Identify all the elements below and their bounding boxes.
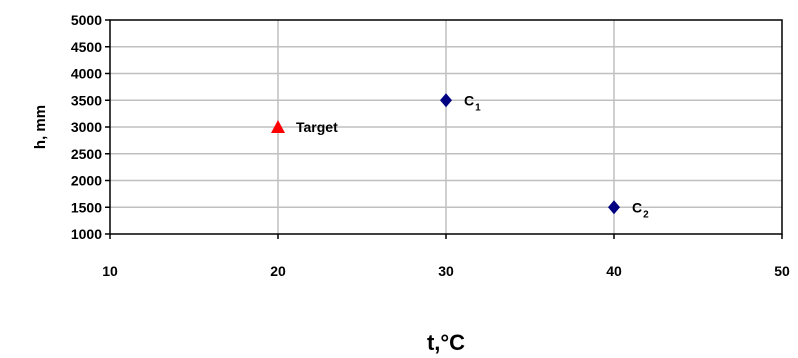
- data-point-label-subscript: 1: [475, 102, 481, 113]
- data-point-target: [271, 120, 285, 133]
- grid-lines: [110, 20, 782, 234]
- y-tick-label: 3000: [71, 119, 102, 135]
- y-tick-label: 2500: [71, 146, 102, 162]
- data-point: [608, 200, 620, 215]
- data-point-label: Target: [296, 119, 338, 135]
- data-point: [440, 93, 452, 108]
- data-point-label: C1: [464, 92, 481, 113]
- y-tick-label: 4000: [71, 66, 102, 82]
- y-tick-label: 5000: [71, 12, 102, 28]
- y-tick-label: 4500: [71, 39, 102, 55]
- y-axis-ticks: 1000 1500 2000 2500 3000 3500 4000 4500 5000: [71, 12, 110, 242]
- data-points: Target C1 C2: [271, 92, 649, 220]
- x-tick-label: 10: [102, 263, 118, 279]
- y-tick-label: 1500: [71, 199, 102, 215]
- x-axis-ticks: 10 20 30 40 50: [102, 234, 790, 279]
- x-axis-title: t,°C: [427, 330, 465, 355]
- y-tick-label: 3500: [71, 92, 102, 108]
- y-tick-label: 1000: [71, 226, 102, 242]
- x-tick-label: 50: [774, 263, 790, 279]
- x-tick-label: 20: [270, 263, 286, 279]
- y-tick-label: 2000: [71, 173, 102, 189]
- data-point-label: C2: [632, 199, 649, 220]
- x-tick-label: 40: [606, 263, 622, 279]
- data-point-label-subscript: 2: [643, 209, 649, 220]
- y-axis-title: h, mm: [32, 105, 49, 149]
- x-tick-label: 30: [438, 263, 454, 279]
